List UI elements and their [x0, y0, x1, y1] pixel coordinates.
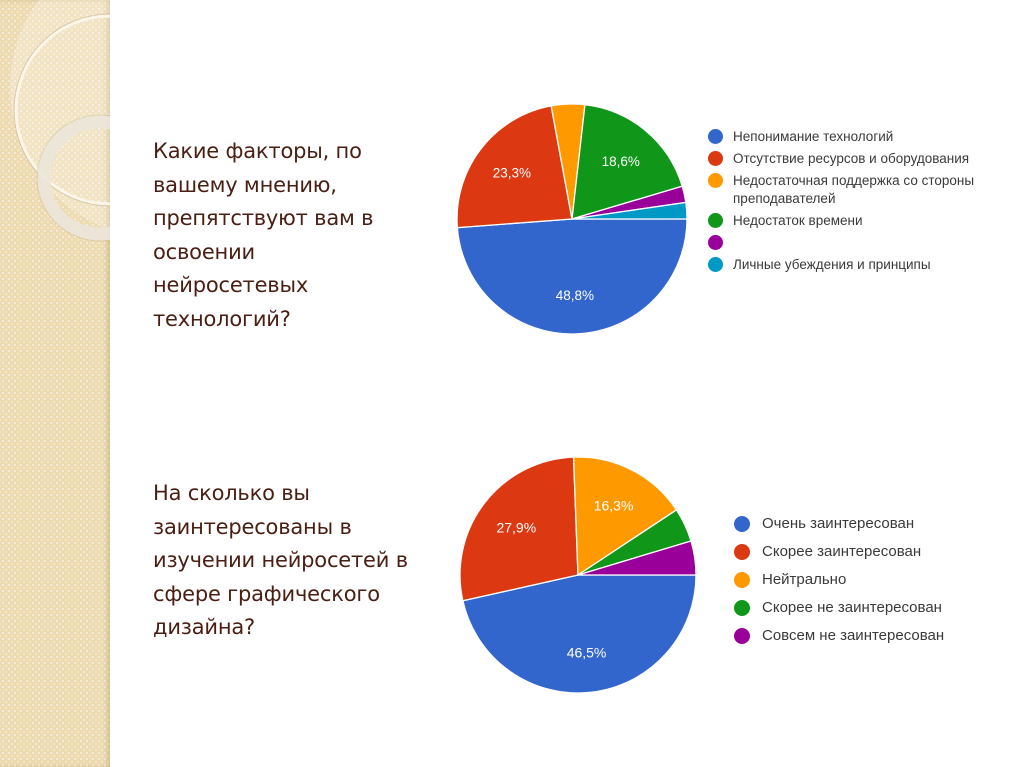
- legend-color-dot-icon: [708, 257, 723, 272]
- legend-color-dot-icon: [734, 516, 750, 532]
- pie-slice: [462, 574, 697, 694]
- pie-slice: [571, 201, 688, 220]
- legend-item: Отсутствие ресурсов и оборудования: [708, 150, 1018, 168]
- legend-color-dot-icon: [734, 628, 750, 644]
- pie-slice: [456, 218, 688, 335]
- legend-label: Очень заинтересован: [762, 515, 915, 532]
- legend-item: Очень заинтересован: [734, 515, 1014, 533]
- legend-color-dot-icon: [708, 129, 723, 144]
- legend-color-dot-icon: [734, 572, 750, 588]
- slice-percent-label: 16,3%: [594, 498, 634, 514]
- legend-color-dot-icon: [734, 544, 750, 560]
- legend-color-dot-icon: [708, 173, 723, 188]
- legend-label: Непонимание технологий: [733, 129, 894, 144]
- legend-label: Скорее не заинтересован: [762, 599, 942, 616]
- legend-label: Недостаточная поддержка со стороны препо…: [733, 173, 975, 206]
- legend-item: Личные убеждения и принципы: [708, 256, 1018, 274]
- decorative-rings-icon: [10, 0, 110, 242]
- pie-chart-2: 46,5% 27,9% 16,3%: [459, 456, 697, 694]
- pie-slice: [572, 456, 678, 577]
- pie-slice: [577, 540, 697, 576]
- pie-slice: [571, 104, 684, 220]
- decorative-side-strip: [0, 0, 110, 767]
- legend-color-dot-icon: [734, 600, 750, 616]
- legend-label: Личные убеждения и принципы: [733, 257, 931, 272]
- slice-percent-label: 48,8%: [556, 288, 594, 303]
- slice-percent-label: 27,9%: [496, 519, 536, 535]
- pie-slice: [459, 456, 579, 602]
- legend-label: Недостаток времени: [733, 213, 863, 228]
- pie-chart-1: 48,8% 23,3% 18,6%: [456, 103, 688, 335]
- legend-2: Очень заинтересован Скорее заинтересован Н…: [734, 515, 1014, 655]
- slice-percent-label: 18,6%: [602, 154, 640, 169]
- legend-item: Скорее заинтересован: [734, 543, 1014, 561]
- legend-color-dot-icon: [708, 235, 723, 250]
- legend-item: Скорее не заинтересован: [734, 599, 1014, 617]
- legend-color-dot-icon: [708, 213, 723, 228]
- legend-label: Совсем не заинтересован: [762, 627, 945, 644]
- legend-1: Непонимание технологий Отсутствие ресурсо…: [708, 128, 1018, 278]
- legend-label: Отсутствие ресурсов и оборудования: [733, 151, 970, 166]
- legend-item: Нейтрально: [734, 571, 1014, 589]
- legend-item: [708, 234, 1018, 252]
- legend-item: Совсем не заинтересован: [734, 627, 1014, 645]
- legend-color-dot-icon: [708, 151, 723, 166]
- slice-percent-label: 46,5%: [567, 644, 607, 660]
- legend-item: Непонимание технологий: [708, 128, 1018, 146]
- legend-label: Нейтрально: [762, 571, 847, 588]
- legend-item: Недостаточная поддержка со стороны препо…: [708, 172, 1018, 208]
- pie-slice: [456, 105, 573, 229]
- legend-item: Недостаток времени: [708, 212, 1018, 230]
- question-1-text: Какие факторы, по вашему мнению, препятс…: [153, 139, 374, 331]
- question-2-text: На сколько вы заинтересованы в изучении …: [153, 481, 408, 639]
- legend-label: Скорее заинтересован: [762, 543, 922, 560]
- slice-percent-label: 23,3%: [493, 166, 531, 181]
